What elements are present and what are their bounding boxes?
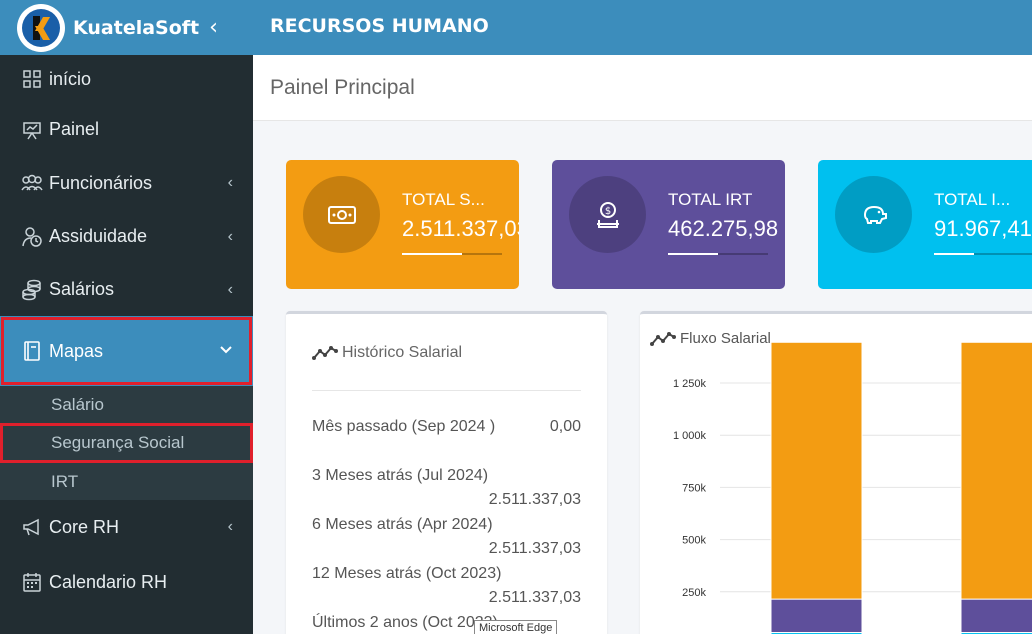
history-label: 12 Meses atrás (Oct 2023) <box>312 565 502 582</box>
panel-header: Histórico Salarial <box>312 344 462 362</box>
submenu-item-salario[interactable]: Salário <box>51 394 104 414</box>
sidebar-item-label: Assiduidade <box>49 226 148 246</box>
tooltip: Microsoft Edge <box>474 620 558 634</box>
sidebar-item-label: Mapas <box>49 340 104 361</box>
history-label: 6 Meses atrás (Apr 2024) <box>312 516 493 533</box>
panel-title: Histórico Salarial <box>342 344 463 361</box>
bar-segment-2[interactable] <box>960 598 1032 634</box>
bar-segment-2[interactable] <box>770 598 863 634</box>
history-value: 2.511.337,03 <box>488 540 581 557</box>
line-chart-icon <box>650 331 676 346</box>
sidebar-item-mapas[interactable]: Mapas <box>0 316 253 386</box>
sidebar-item-funcionarios[interactable]: Funcionários ‹ <box>0 156 253 210</box>
piggy-bank-icon <box>835 176 912 253</box>
sidebar-item-label: Painel <box>49 119 100 139</box>
history-label: 3 Meses atrás (Jul 2024) <box>312 467 489 484</box>
megaphone-icon <box>21 516 43 538</box>
info-box-progress-fill <box>402 253 462 255</box>
info-box-progress <box>934 253 1032 255</box>
brand-logo <box>17 3 65 52</box>
y-tick-label: 750k <box>682 482 706 494</box>
coins-icon <box>21 279 43 301</box>
history-value: 0,00 <box>549 418 581 435</box>
panel-title: Fluxo Salarial <box>680 330 771 347</box>
info-box-total-inss[interactable]: TOTAL I... 91.967,41 <box>818 160 1032 289</box>
calendar-icon <box>21 571 43 593</box>
bar-segment-3[interactable] <box>770 341 863 600</box>
presentation-icon <box>21 119 43 141</box>
history-row: 3 Meses atrás (Jul 2024) 2.511.337,03 <box>312 467 581 509</box>
info-box-label: TOTAL IRT <box>668 190 753 209</box>
module-title: RECURSOS HUMANO <box>270 15 489 37</box>
historico-salarial-panel: Histórico Salarial Mês passado (Sep 2024… <box>286 311 607 634</box>
line-chart-icon <box>312 346 338 360</box>
submenu-item-irt[interactable]: IRT <box>51 471 79 491</box>
history-label: Mês passado (Sep 2024 ) <box>312 418 496 435</box>
fluxo-salarial-chart: 1 250k 1 000k 750k 500k 250k <box>673 341 1032 634</box>
submenu-item-seguranca-social[interactable]: Segurança Social <box>0 423 253 463</box>
info-box-total-irt[interactable]: $ TOTAL IRT 462.275,98 <box>552 160 785 289</box>
y-tick-label: 500k <box>682 535 706 547</box>
y-tick-label: 250k <box>682 587 706 599</box>
sidebar-item-label: Salários <box>49 279 115 299</box>
sidebar-item-inicio[interactable]: início <box>0 55 253 103</box>
y-tick-label: 1 000k <box>673 430 707 442</box>
content-header: Painel Principal <box>253 55 1032 121</box>
mapas-submenu: Salário Segurança Social IRT <box>0 386 253 500</box>
chevron-left-icon: ‹ <box>227 227 233 245</box>
info-box-label: TOTAL S... <box>402 190 485 209</box>
info-box-total-salario[interactable]: TOTAL S... 2.511.337,03 <box>286 160 519 289</box>
chevron-down-icon <box>219 342 233 360</box>
sidebar-item-label: Core RH <box>49 516 120 537</box>
sidebar-item-core-rh[interactable]: Core RH ‹ <box>0 500 253 554</box>
history-value: 2.511.337,03 <box>488 589 581 606</box>
grid-icon <box>21 68 43 90</box>
sidebar-item-assiduidade[interactable]: Assiduidade ‹ <box>0 210 253 263</box>
brand-name: KuatelaSoft <box>73 16 200 39</box>
sidebar-item-salarios[interactable]: Salários ‹ <box>0 263 253 316</box>
info-box-value: 462.275,98 <box>668 216 779 241</box>
y-tick-label: 1 250k <box>673 378 707 390</box>
history-row: 6 Meses atrás (Apr 2024) 2.511.337,03 <box>312 516 581 558</box>
info-box-value: 2.511.337,03 <box>402 216 519 241</box>
chevron-left-icon: ‹ <box>227 518 233 535</box>
sidebar-nav: início Painel Funcionários ‹ Assiduidade… <box>0 55 253 610</box>
svg-text:$: $ <box>604 206 610 217</box>
sidebar-item-calendario-rh[interactable]: Calendario RH <box>0 554 253 610</box>
top-navbar: RECURSOS HUMANO <box>253 0 1032 55</box>
history-row: Mês passado (Sep 2024 ) 0,00 <box>312 418 581 436</box>
page-title: Painel Principal <box>270 76 415 99</box>
sidebar-item-label: início <box>49 68 92 89</box>
sidebar-item-painel[interactable]: Painel <box>0 103 253 156</box>
bar-segment-3[interactable] <box>960 341 1032 600</box>
info-box-progress-fill <box>668 253 718 255</box>
panel-header: Fluxo Salarial <box>650 330 771 347</box>
users-icon <box>21 172 43 194</box>
divider <box>312 390 581 391</box>
money-bill-icon <box>303 176 380 253</box>
history-label: Últimos 2 anos (Oct 2023) <box>312 614 498 631</box>
info-box-label: TOTAL I... <box>934 190 1011 209</box>
sidebar-toggle-icon[interactable]: ‹ <box>209 15 218 40</box>
sidebar-item-label: Calendario RH <box>49 571 168 592</box>
book-icon <box>21 340 43 362</box>
history-row: Últimos 2 anos (Oct 2023) <box>312 614 581 632</box>
sidebar: KuatelaSoft ‹ início Painel Funcionários… <box>0 0 253 634</box>
chevron-left-icon: ‹ <box>227 174 233 191</box>
info-box-progress <box>668 253 768 255</box>
sidebar-item-label: Funcionários <box>49 172 153 193</box>
history-row: 12 Meses atrás (Oct 2023) 2.511.337,03 <box>312 565 581 607</box>
info-box-value: 91.967,41 <box>934 216 1032 241</box>
hand-coin-icon: $ <box>569 176 646 253</box>
info-box-progress-fill <box>934 253 974 255</box>
chevron-left-icon: ‹ <box>227 280 233 298</box>
user-clock-icon <box>21 226 43 248</box>
history-value: 2.511.337,03 <box>488 491 581 508</box>
info-box-progress <box>402 253 502 255</box>
brand[interactable]: KuatelaSoft ‹ <box>0 0 253 55</box>
fluxo-salarial-panel: 1 250k 1 000k 750k 500k 250k Fluxo Salarial <box>640 311 1032 634</box>
